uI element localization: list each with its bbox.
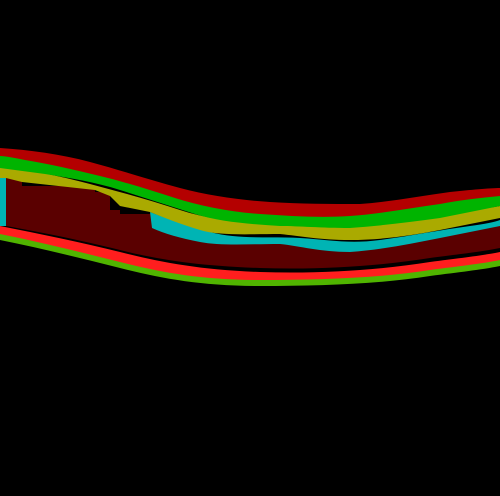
layer-band-bottom-green — [0, 232, 500, 286]
layer-band-red-line — [0, 226, 500, 280]
layer-band-olive — [0, 166, 500, 240]
layer-band-maroon — [6, 178, 500, 269]
layer-band-red-top — [0, 148, 500, 217]
